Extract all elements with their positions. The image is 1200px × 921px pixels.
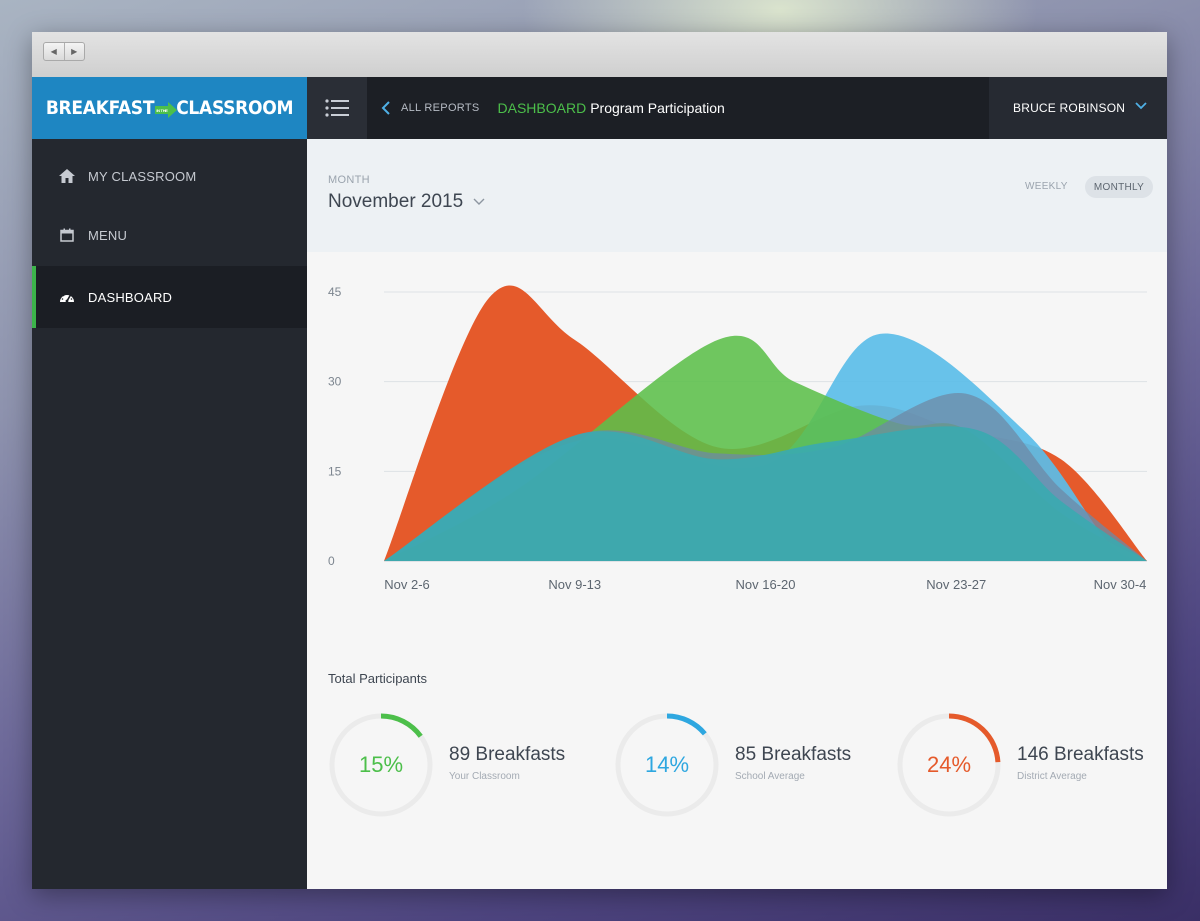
main-content: MONTH November 2015 WEEKLY MONTHLY 0 15 30…	[307, 139, 1167, 889]
progress-ring	[329, 713, 433, 817]
x-tick-label: Nov 9-13	[548, 577, 601, 592]
progress-ring	[897, 713, 1001, 817]
browser-chrome: ◀ ▶	[32, 32, 1167, 78]
month-select-value: November 2015	[328, 191, 464, 212]
brand-wordmark: BREAKFAST IN THE CLASSROOM	[45, 97, 294, 119]
x-tick-label: Nov 2-6	[384, 577, 430, 592]
sidebar-item-my-classroom[interactable]: MY CLASSROOM	[32, 145, 307, 207]
y-tick-label: 0	[328, 554, 335, 568]
sidebar-item-dashboard[interactable]: DASHBOARD	[32, 266, 307, 328]
all-reports-link[interactable]: ALL REPORTS	[401, 102, 480, 114]
stat-count: 85 Breakfasts	[735, 744, 852, 765]
x-tick-label: Nov 30-4	[1094, 577, 1147, 592]
dashboard-gauge-icon	[58, 288, 76, 306]
user-name: BRUCE ROBINSON	[1013, 101, 1126, 115]
progress-ring	[615, 713, 719, 817]
sidebar: MY CLASSROOM MENU	[32, 139, 307, 889]
calendar-icon	[58, 226, 76, 244]
y-tick-label: 45	[328, 285, 342, 299]
period-label: MONTH	[328, 174, 370, 186]
sidebar-item-menu[interactable]: MENU	[32, 204, 307, 266]
top-bar: ALL REPORTS DASHBOARD Program Participat…	[307, 77, 1167, 139]
filter-bar: MONTH November 2015 WEEKLY MONTHLY	[307, 139, 1167, 252]
chevron-down-icon	[1135, 102, 1147, 110]
brand-logo[interactable]: BREAKFAST IN THE CLASSROOM	[32, 77, 307, 139]
brand-word-classroom: CLASSROOM	[176, 97, 294, 119]
y-tick-label: 30	[328, 375, 342, 389]
stat-label: Your Classroom	[449, 771, 520, 782]
month-select[interactable]: November 2015	[328, 191, 485, 213]
participation-chart: 0 15 30 45 Nov 2-6 Nov 9-13 Nov 16-20 Nov 23-27…	[307, 252, 1167, 632]
stat-your-classroom: 15% 89 Breakfasts Your Classroom	[328, 712, 588, 820]
back-arrow-icon[interactable]: ◀	[44, 43, 65, 60]
home-icon	[58, 167, 76, 185]
user-menu[interactable]: BRUCE ROBINSON	[989, 77, 1167, 139]
brand-arrow-icon: IN THE	[155, 101, 178, 118]
stat-district-average: 24% 146 Breakfasts District Average	[896, 712, 1158, 820]
svg-text:IN THE: IN THE	[157, 108, 169, 113]
x-tick-label: Nov 23-27	[926, 577, 986, 592]
area-chart: 0 15 30 45 Nov 2-6 Nov 9-13 Nov 16-20 Nov 23-27…	[328, 285, 1147, 592]
forward-arrow-icon[interactable]: ▶	[71, 47, 78, 56]
stat-label: School Average	[735, 771, 805, 782]
sidebar-item-label: MY CLASSROOM	[88, 168, 197, 184]
stat-percent: 15%	[358, 752, 404, 777]
sidebar-item-label: MENU	[88, 227, 128, 243]
stat-count: 89 Breakfasts	[449, 744, 566, 765]
stat-school-average: 14% 85 Breakfasts School Average	[614, 712, 874, 820]
breadcrumb: ALL REPORTS DASHBOARD Program Participat…	[381, 77, 725, 139]
menu-toggle-button[interactable]	[307, 77, 367, 139]
monthly-toggle[interactable]: MONTHLY	[1085, 176, 1153, 198]
stat-percent: 24%	[926, 752, 972, 777]
browser-nav-buttons: ◀ ▶	[43, 42, 85, 61]
total-participants-heading: Total Participants	[328, 671, 427, 686]
weekly-toggle[interactable]: WEEKLY	[1025, 181, 1068, 192]
x-tick-label: Nov 16-20	[736, 577, 796, 592]
chevron-left-icon[interactable]	[381, 100, 391, 116]
brand-word-breakfast: BREAKFAST	[45, 97, 155, 119]
stat-percent: 14%	[644, 752, 690, 777]
area-series-5	[384, 426, 1147, 561]
list-menu-icon	[325, 99, 349, 117]
stat-count: 146 Breakfasts	[1017, 744, 1144, 765]
chevron-down-icon	[473, 198, 485, 205]
app-window: ◀ ▶ BREAKFAST IN THE CLASSROOM	[32, 32, 1167, 889]
y-tick-label: 15	[328, 464, 342, 478]
breadcrumb-section: DASHBOARD	[497, 100, 587, 116]
sidebar-item-label: DASHBOARD	[88, 289, 173, 305]
stat-label: District Average	[1017, 771, 1087, 782]
page-title: Program Participation	[590, 100, 725, 116]
